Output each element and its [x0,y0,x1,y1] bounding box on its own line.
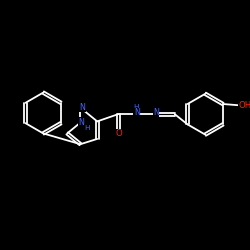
Text: O: O [115,130,122,138]
Text: N: N [153,108,159,117]
Text: N: N [79,118,84,126]
Text: H: H [84,125,90,131]
Text: H: H [134,104,139,110]
Text: OH: OH [238,101,250,110]
Text: N: N [80,103,85,112]
Text: N: N [134,108,140,117]
